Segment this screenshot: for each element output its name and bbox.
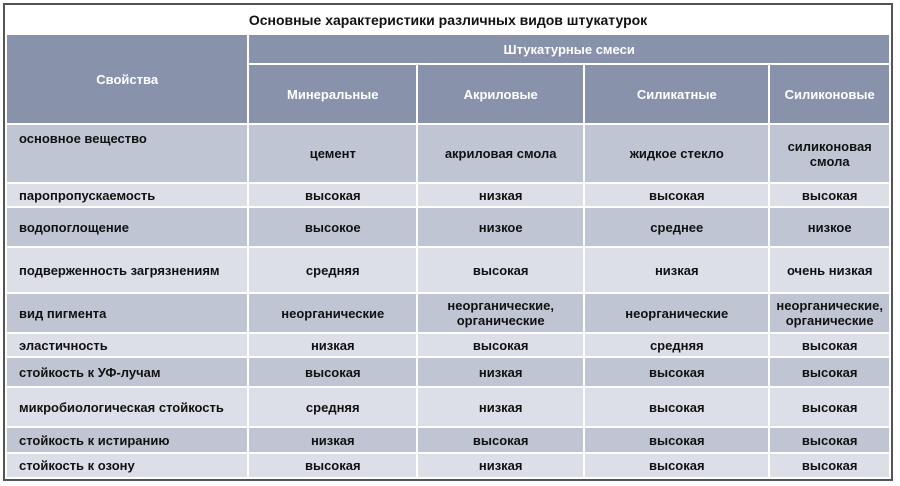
value-cell: акриловая смола (418, 125, 584, 182)
value-cell: низкая (418, 388, 584, 426)
property-cell: подверженность загрязнениям (7, 248, 248, 292)
value-cell: высокая (585, 454, 769, 477)
table-row: подверженность загрязнениям средняя высока… (7, 248, 889, 292)
value-cell: средняя (249, 388, 417, 426)
value-cell: низкое (770, 208, 889, 246)
value-cell: низкая (418, 454, 584, 477)
value-cell: средняя (249, 248, 417, 292)
value-cell: неорганические (585, 294, 769, 332)
value-cell: высокая (585, 184, 769, 206)
table-row: стойкость к истиранию низкая высокая высока… (7, 428, 889, 452)
property-cell: паропропускаемость (7, 184, 248, 206)
comparison-table: Свойства Штукатурные смеси Минеральные А… (5, 33, 891, 479)
value-cell: высокая (585, 428, 769, 452)
value-cell: среднее (585, 208, 769, 246)
property-cell: стойкость к УФ-лучам (7, 358, 248, 386)
value-cell: низкое (418, 208, 584, 246)
value-cell: высокое (249, 208, 417, 246)
value-cell: цемент (249, 125, 417, 182)
value-cell: низкая (249, 428, 417, 452)
value-cell: очень низкая (770, 248, 889, 292)
value-cell: высокая (249, 184, 417, 206)
table-row: паропропускаемость высокая низкая высокая вы… (7, 184, 889, 206)
header-properties: Свойства (7, 35, 248, 123)
header-silicate: Силикатные (585, 65, 769, 123)
value-cell: высокая (770, 428, 889, 452)
value-cell: неорганические (249, 294, 417, 332)
value-cell: низкая (418, 184, 584, 206)
property-cell: стойкость к истиранию (7, 428, 248, 452)
table-row: стойкость к УФ-лучам высокая низкая высокая… (7, 358, 889, 386)
value-cell: высокая (418, 428, 584, 452)
value-cell: высокая (770, 388, 889, 426)
value-cell: высокая (770, 358, 889, 386)
property-cell: стойкость к озону (7, 454, 248, 477)
value-cell: низкая (249, 334, 417, 356)
value-cell: высокая (585, 358, 769, 386)
value-cell: неорганические, органические (770, 294, 889, 332)
value-cell: средняя (585, 334, 769, 356)
value-cell: низкая (585, 248, 769, 292)
table-row: вид пигмента неорганические неорганические… (7, 294, 889, 332)
table-row: водопоглощение высокое низкое среднее низкое (7, 208, 889, 246)
value-cell: жидкое стекло (585, 125, 769, 182)
property-cell: водопоглощение (7, 208, 248, 246)
value-cell: высокая (770, 184, 889, 206)
table-row: эластичность низкая высокая средняя высокая (7, 334, 889, 356)
table-row: стойкость к озону высокая низкая высокая выс… (7, 454, 889, 477)
header-acrylic: Акриловые (418, 65, 584, 123)
property-cell: основное вещество (7, 125, 248, 182)
property-cell: вид пигмента (7, 294, 248, 332)
value-cell: высокая (249, 358, 417, 386)
value-cell: силиконовая смола (770, 125, 889, 182)
property-cell: эластичность (7, 334, 248, 356)
value-cell: низкая (418, 358, 584, 386)
table-frame: Основные характеристики различных видов … (3, 3, 893, 481)
header-group: Штукатурные смеси (249, 35, 889, 63)
header-mineral: Минеральные (249, 65, 417, 123)
table-row: основное вещество цемент акриловая смола жи… (7, 125, 889, 182)
header-silicone: Силиконовые (770, 65, 889, 123)
value-cell: высокая (585, 388, 769, 426)
value-cell: высокая (770, 454, 889, 477)
table-row: микробиологическая стойкость средняя низка… (7, 388, 889, 426)
value-cell: высокая (418, 248, 584, 292)
value-cell: высокая (418, 334, 584, 356)
value-cell: высокая (770, 334, 889, 356)
value-cell: высокая (249, 454, 417, 477)
value-cell: неорганические, органические (418, 294, 584, 332)
property-cell: микробиологическая стойкость (7, 388, 248, 426)
table-title: Основные характеристики различных видов … (248, 12, 648, 28)
